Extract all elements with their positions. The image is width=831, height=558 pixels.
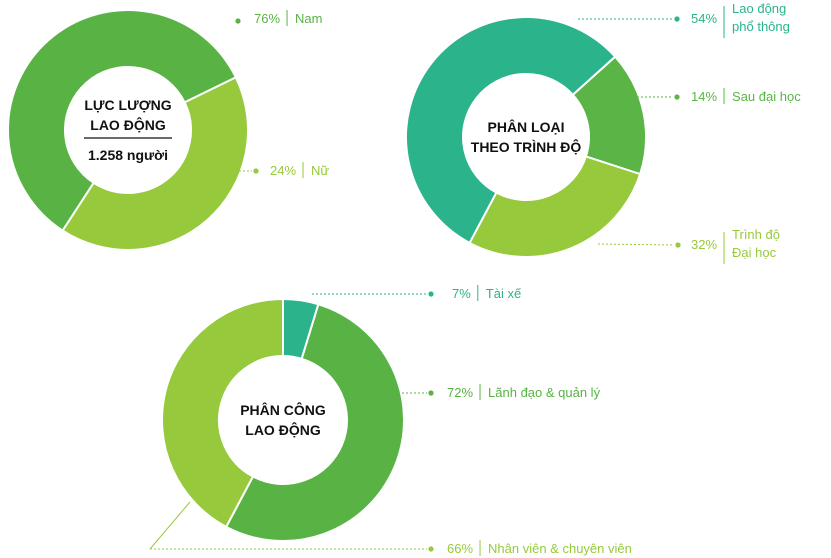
label-dot: [428, 546, 434, 552]
slice-label: Đại học: [732, 245, 777, 260]
slice-label: Nam: [295, 11, 322, 26]
label-dot: [428, 390, 434, 396]
donut-hole: [65, 67, 191, 193]
slice-percent: 24%: [270, 163, 296, 178]
slice-percent: 66%: [447, 541, 473, 556]
donut-center-title: LAO ĐỘNG: [245, 421, 321, 438]
leader-line: [597, 243, 675, 246]
slice-label: Trình độ: [732, 227, 780, 242]
label-dot: [674, 16, 680, 22]
label-dot: [253, 168, 259, 174]
slice-label: Nhân viên & chuyên viên: [488, 541, 632, 556]
slice-label: Lãnh đạo & quản lý: [488, 385, 601, 400]
slice-label: Lao động: [732, 1, 786, 16]
donut-hole: [219, 356, 347, 484]
slice-percent: 54%: [691, 11, 717, 26]
donut-hole: [463, 74, 589, 200]
slice-label: Tài xế: [486, 286, 522, 301]
donut-chart-2: PHÂN LOẠI THEO TRÌNH ĐỘ 54% Lao động phổ thô…: [405, 1, 801, 264]
slice-percent: 72%: [447, 385, 473, 400]
donut-slice: [224, 303, 405, 542]
donut-center-title: LỰC LƯỢNG: [84, 97, 171, 113]
slice-label: Nữ: [311, 163, 329, 178]
donut-center-title: PHÂN CÔNG: [240, 401, 326, 418]
slice-label: phổ thông: [732, 19, 790, 34]
slice-percent: 7%: [452, 286, 471, 301]
donut-center-title: PHÂN LOẠI: [488, 118, 565, 135]
label-dot: [428, 291, 434, 297]
donut-center-title: LAO ĐỘNG: [90, 116, 166, 133]
slice-percent: 14%: [691, 89, 717, 104]
label-dot: [674, 94, 680, 100]
slice-label: Sau đại học: [732, 89, 801, 104]
slice-percent: 76%: [254, 11, 280, 26]
donut-chart-3: PHÂN CÔNG LAO ĐỘNG 7% Tài xế 72% Lãnh đạo & q…: [149, 285, 632, 556]
label-dot: [235, 18, 241, 24]
label-dot: [675, 242, 681, 248]
donut-center-title: THEO TRÌNH ĐỘ: [471, 138, 582, 155]
donut-center-total: 1.258 người: [88, 147, 168, 163]
donut-chart-1: LỰC LƯỢNG LAO ĐỘNG 1.258 người 76% Nam 24% Nữ: [7, 9, 329, 251]
slice-percent: 32%: [691, 237, 717, 252]
leader-line: [149, 501, 191, 550]
